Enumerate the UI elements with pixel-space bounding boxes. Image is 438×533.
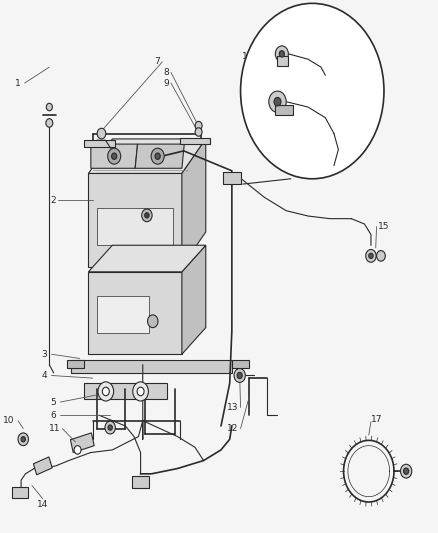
Polygon shape — [132, 476, 148, 488]
Circle shape — [155, 153, 160, 159]
Circle shape — [141, 209, 152, 222]
Polygon shape — [84, 383, 166, 399]
Circle shape — [21, 437, 25, 442]
Bar — [97, 296, 148, 333]
Circle shape — [108, 425, 112, 430]
Circle shape — [275, 46, 288, 62]
Polygon shape — [179, 138, 210, 144]
Circle shape — [97, 128, 106, 139]
Circle shape — [132, 382, 148, 401]
Circle shape — [107, 148, 120, 164]
Polygon shape — [12, 487, 28, 498]
Text: 12: 12 — [226, 424, 238, 433]
Polygon shape — [88, 245, 205, 272]
Text: 2: 2 — [50, 196, 56, 205]
Circle shape — [74, 446, 81, 454]
Circle shape — [365, 249, 375, 262]
Polygon shape — [84, 140, 114, 147]
Circle shape — [137, 387, 144, 395]
Polygon shape — [91, 144, 137, 168]
Bar — [223, 172, 240, 184]
Bar — [70, 433, 94, 453]
Circle shape — [105, 421, 115, 434]
Circle shape — [403, 468, 408, 474]
Bar — [97, 208, 173, 245]
Circle shape — [368, 253, 372, 259]
Circle shape — [98, 382, 113, 401]
Text: 4: 4 — [42, 371, 47, 380]
Polygon shape — [71, 360, 231, 373]
Polygon shape — [67, 360, 84, 368]
Text: 16: 16 — [241, 52, 253, 61]
Polygon shape — [135, 144, 184, 168]
Circle shape — [18, 433, 28, 446]
Circle shape — [399, 464, 411, 478]
Text: 14: 14 — [37, 500, 48, 509]
Text: 10: 10 — [3, 416, 14, 425]
Text: 1: 1 — [15, 78, 21, 87]
Circle shape — [273, 98, 280, 106]
Circle shape — [240, 3, 383, 179]
Bar — [275, 106, 292, 115]
Polygon shape — [88, 173, 181, 266]
Bar — [277, 56, 288, 66]
Circle shape — [111, 153, 117, 159]
Circle shape — [151, 148, 164, 164]
Circle shape — [268, 91, 286, 112]
Circle shape — [237, 372, 242, 378]
Text: 3: 3 — [41, 350, 47, 359]
Text: 15: 15 — [377, 222, 388, 231]
Text: 7: 7 — [154, 58, 160, 66]
Text: 11: 11 — [49, 424, 60, 433]
Circle shape — [46, 103, 52, 111]
Circle shape — [233, 368, 245, 382]
Text: 8: 8 — [163, 68, 169, 77]
Text: 5: 5 — [50, 398, 56, 407]
Polygon shape — [231, 360, 249, 368]
Circle shape — [46, 119, 53, 127]
Polygon shape — [88, 272, 181, 354]
Text: 9: 9 — [163, 78, 169, 87]
Text: 17: 17 — [370, 415, 381, 424]
Polygon shape — [33, 457, 52, 475]
Circle shape — [145, 213, 149, 218]
Circle shape — [195, 122, 201, 130]
Circle shape — [376, 251, 385, 261]
Text: 13: 13 — [226, 403, 238, 412]
Polygon shape — [88, 139, 205, 173]
Text: 6: 6 — [50, 411, 56, 420]
Circle shape — [279, 51, 284, 57]
Circle shape — [147, 315, 158, 328]
Circle shape — [195, 128, 201, 136]
Circle shape — [102, 387, 109, 395]
Polygon shape — [181, 139, 205, 266]
Polygon shape — [181, 245, 205, 354]
